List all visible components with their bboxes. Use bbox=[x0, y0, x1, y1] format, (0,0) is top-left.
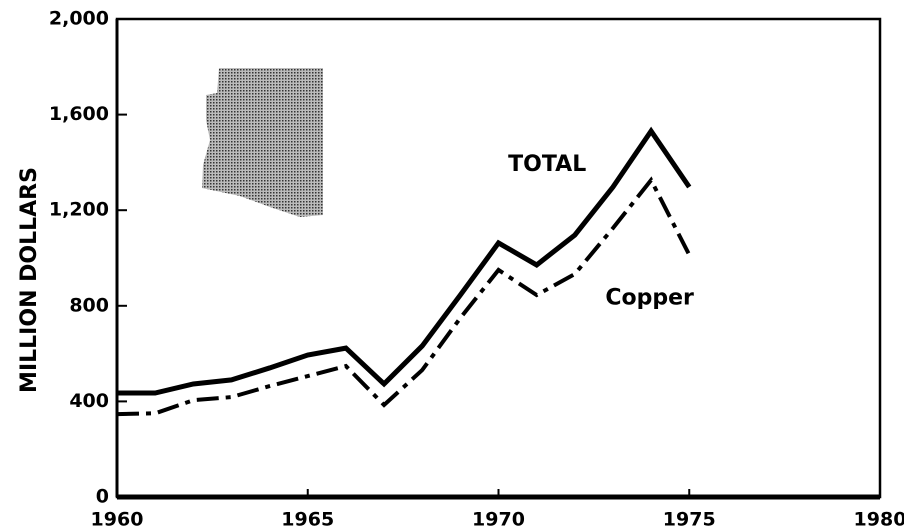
x-tick-label: 1960 bbox=[91, 509, 144, 531]
x-tick-label: 1970 bbox=[472, 509, 525, 531]
y-tick-label: 1,600 bbox=[49, 103, 109, 125]
y-axis-label: MILLION DOLLARS bbox=[17, 167, 42, 393]
x-tick-label: 1965 bbox=[281, 509, 334, 531]
arizona-map bbox=[202, 68, 323, 217]
x-tick-label: 1980 bbox=[854, 509, 904, 531]
y-tick-label: 400 bbox=[69, 390, 109, 412]
y-tick-label: 2,000 bbox=[49, 8, 109, 30]
series-label: TOTAL bbox=[508, 152, 586, 177]
y-tick-label: 1,200 bbox=[49, 199, 109, 221]
series-label: Copper bbox=[605, 286, 694, 311]
x-tick-label: 1975 bbox=[663, 509, 716, 531]
y-tick-label: 0 bbox=[96, 486, 109, 508]
series-line bbox=[116, 176, 692, 417]
y-tick-label: 800 bbox=[69, 294, 109, 316]
series-line bbox=[117, 126, 692, 396]
